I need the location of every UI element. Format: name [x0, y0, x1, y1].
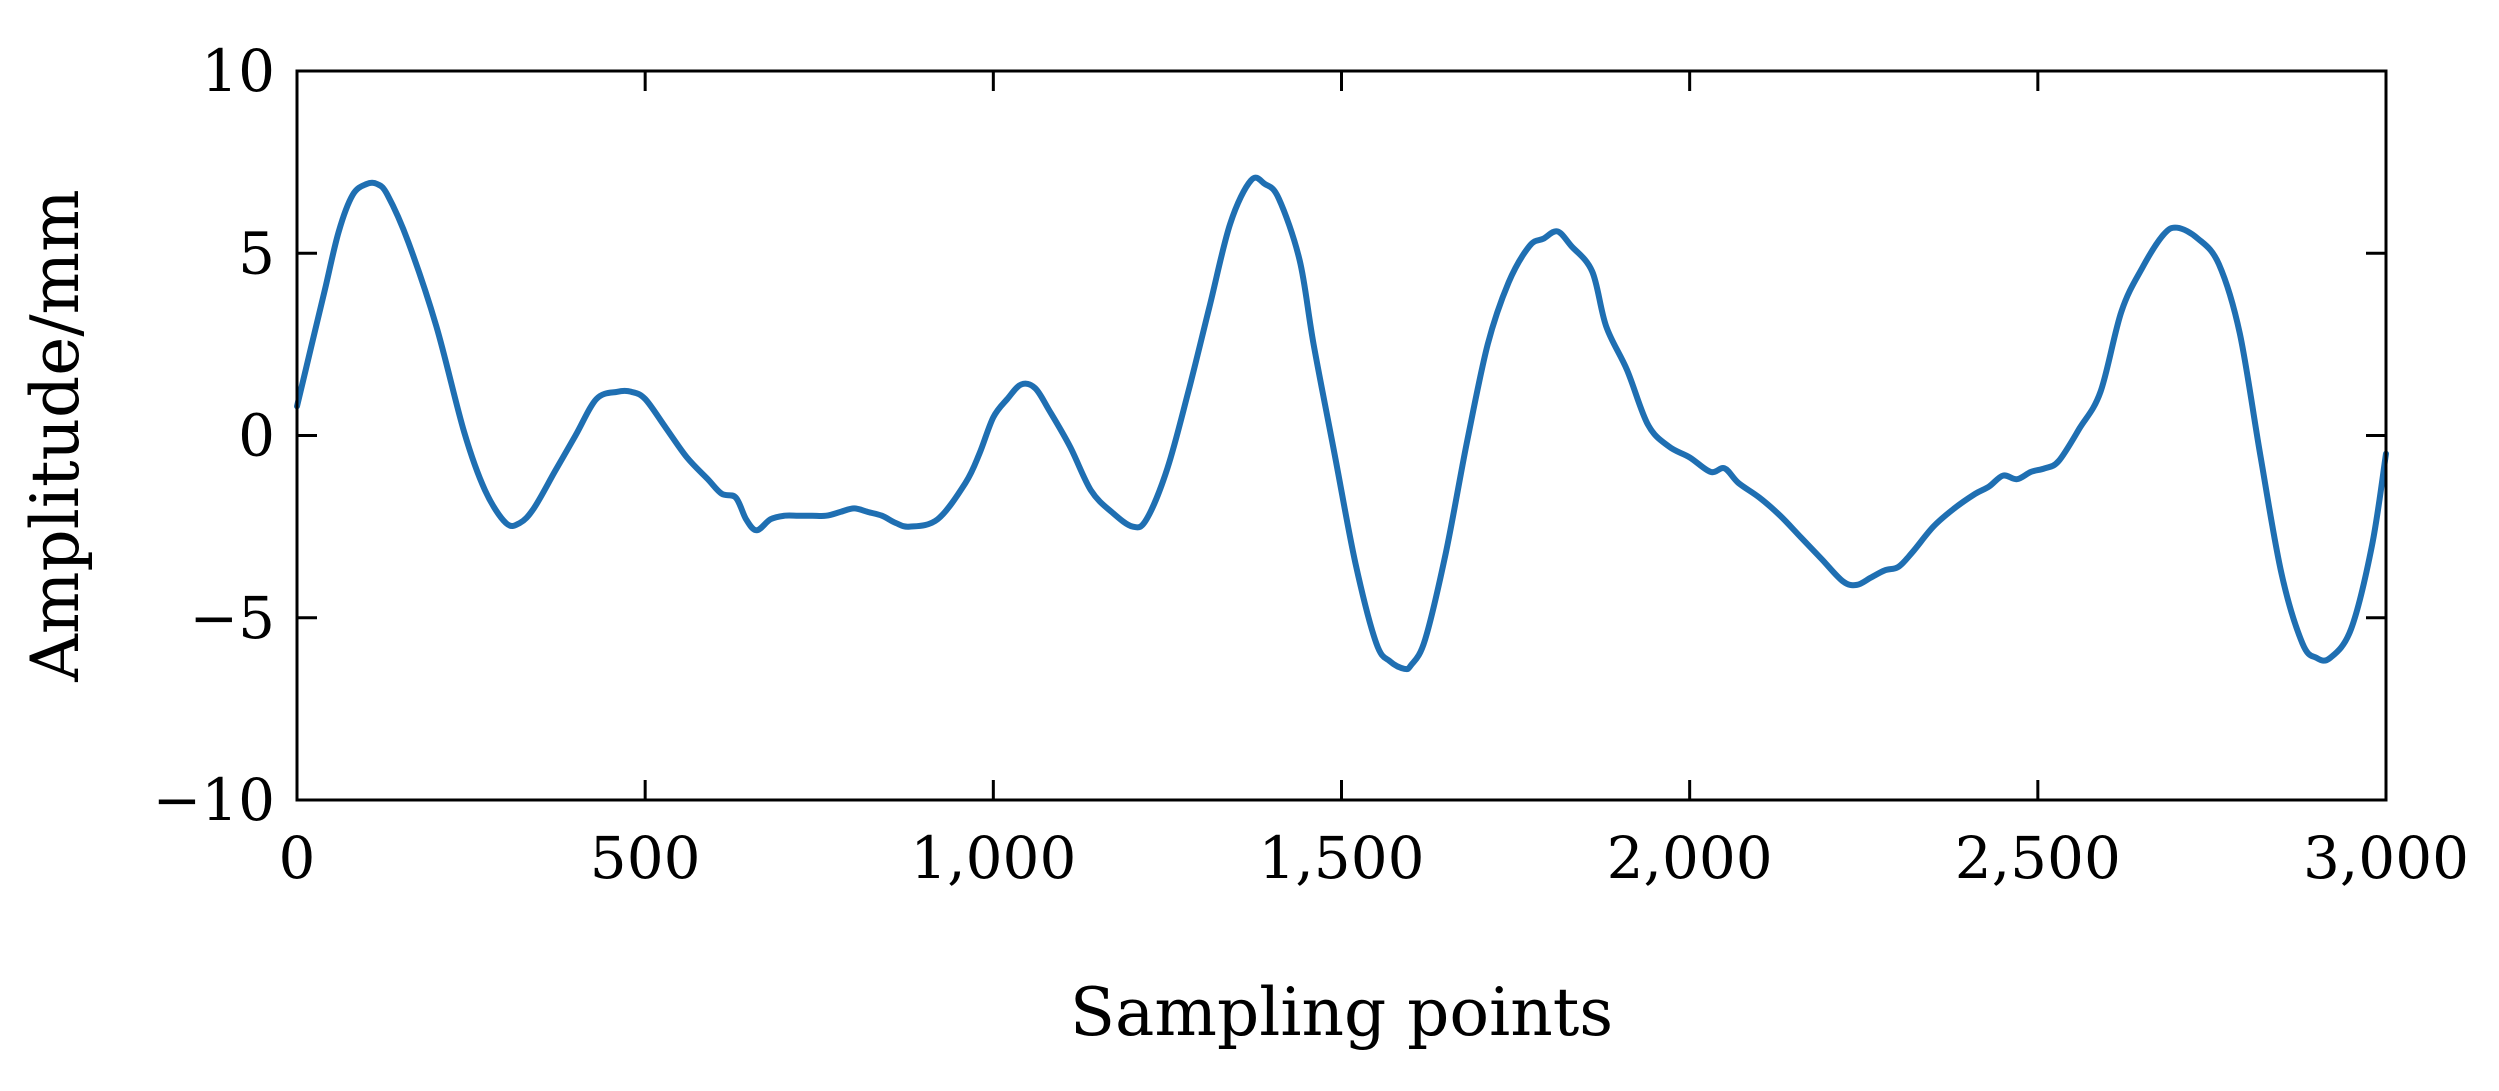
x-tick-label: 1,500 — [1258, 824, 1424, 892]
x-tick-label: 3,000 — [2303, 824, 2469, 892]
y-axis-label: Amplitude/mm — [17, 189, 94, 682]
y-tick-label: −10 — [153, 766, 275, 834]
series-lines — [294, 174, 2389, 673]
x-tick-labels: 0 500 1,000 1,500 2,000 2,500 3,000 — [279, 824, 2469, 892]
x-tick-label: 500 — [590, 824, 701, 892]
series-line — [294, 174, 2389, 673]
y-tick-labels: 10 5 0 −5 −10 — [153, 37, 275, 834]
x-tick-label: 1,000 — [910, 824, 1076, 892]
y-tick-label: −5 — [190, 584, 276, 652]
x-tick-label: 2,000 — [1607, 824, 1773, 892]
y-tick-label: 10 — [201, 37, 275, 105]
x-tick-label: 0 — [279, 824, 316, 892]
y-tick-label: 5 — [238, 219, 275, 287]
plot-frame — [295, 69, 2388, 802]
x-axis-label: Sampling points — [1070, 974, 1613, 1051]
y-tick-label: 0 — [238, 402, 275, 470]
x-tick-label: 2,500 — [1955, 824, 2121, 892]
